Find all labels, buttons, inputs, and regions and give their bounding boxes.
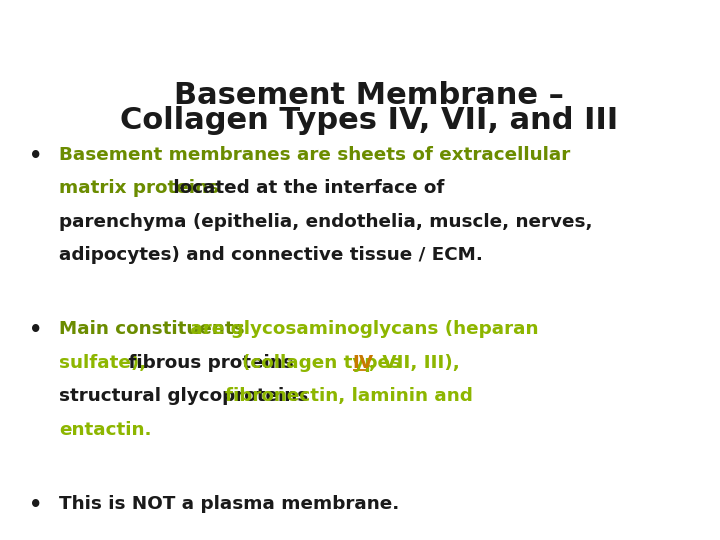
Text: entactin.: entactin. [59, 421, 151, 438]
Text: sulfate),: sulfate), [59, 354, 146, 372]
Text: fibrous proteins: fibrous proteins [122, 354, 300, 372]
Text: Main constituents: Main constituents [59, 320, 245, 338]
Text: •: • [29, 495, 42, 515]
Text: IV: IV [353, 354, 374, 372]
Text: structural glycoproteins: structural glycoproteins [59, 387, 315, 405]
Text: Basement membranes are sheets of extracellular: Basement membranes are sheets of extrace… [59, 146, 570, 164]
Text: Collagen Types IV, VII, and III: Collagen Types IV, VII, and III [120, 106, 618, 135]
Text: •: • [29, 320, 42, 340]
Text: matrix proteins: matrix proteins [59, 179, 219, 197]
Text: •: • [29, 146, 42, 166]
Text: This is NOT a plasma membrane.: This is NOT a plasma membrane. [59, 495, 400, 512]
Text: (collagen types: (collagen types [242, 354, 408, 372]
Text: fibronectin, laminin and: fibronectin, laminin and [225, 387, 473, 405]
Text: are glycosaminoglycans (heparan: are glycosaminoglycans (heparan [184, 320, 538, 338]
Text: adipocytes) and connective tissue / ECM.: adipocytes) and connective tissue / ECM. [59, 246, 483, 264]
Text: parenchyma (epithelia, endothelia, muscle, nerves,: parenchyma (epithelia, endothelia, muscl… [59, 213, 593, 231]
Text: located at the interface of: located at the interface of [167, 179, 444, 197]
Text: , VII, III),: , VII, III), [369, 354, 460, 372]
Text: Basement Membrane –: Basement Membrane – [174, 81, 564, 110]
